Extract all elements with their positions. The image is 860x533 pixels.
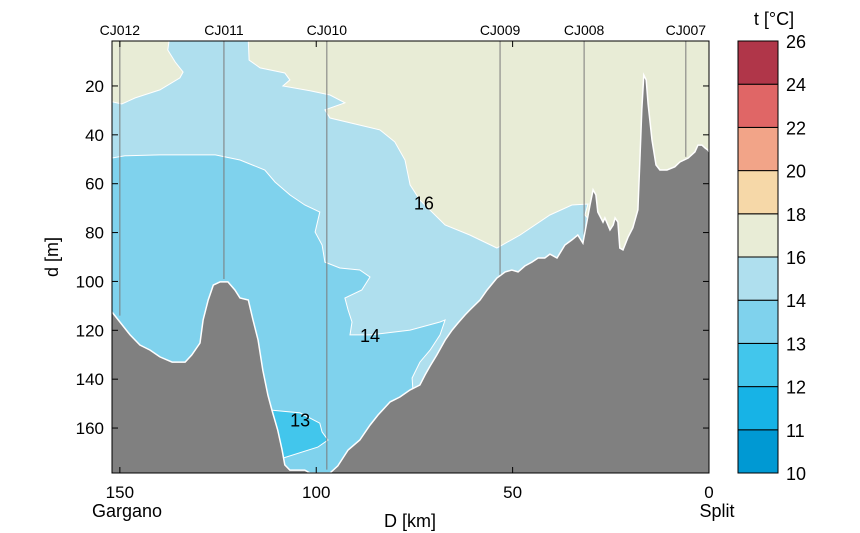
station-label: CJ009 <box>480 22 521 38</box>
seafloor-outline <box>111 72 710 474</box>
colorbar-segment <box>737 40 779 85</box>
colorbar-tick-label: 14 <box>786 291 806 311</box>
y-tick-label: 80 <box>85 224 104 243</box>
y-tick-label: 140 <box>76 370 104 389</box>
colorbar-segment <box>737 213 779 258</box>
plot-frame <box>111 40 710 474</box>
colorbar-tick-label: 16 <box>786 248 806 268</box>
colorbar-segment <box>737 386 779 431</box>
colorbar-tick-label: 20 <box>786 162 806 182</box>
colorbar-tick-label: 18 <box>786 205 806 225</box>
colorbar-tick-label: 10 <box>786 464 806 484</box>
y-tick-label: 20 <box>85 77 104 96</box>
colorbar-tick-label: 22 <box>786 118 806 138</box>
x-left-endpoint-label: Gargano <box>92 501 162 521</box>
colorbar-tick-label: 12 <box>786 378 806 398</box>
station-label: CJ012 <box>100 22 141 38</box>
x-axis-label: D [km] <box>384 511 436 531</box>
contour-label: 16 <box>414 193 434 213</box>
y-tick-label: 160 <box>76 419 104 438</box>
station-label: CJ007 <box>666 22 707 38</box>
colorbar-segment <box>737 256 779 301</box>
colorbar-segment <box>737 170 779 215</box>
x-tick-label: 0 <box>704 483 713 502</box>
y-tick-label: 40 <box>85 126 104 145</box>
contour-labels: 16 14 13 <box>290 193 434 430</box>
colorbar-segment <box>737 299 779 344</box>
colorbar-tick-label: 11 <box>786 421 805 441</box>
bathymetry <box>111 72 710 474</box>
y-tick-label: 100 <box>76 272 104 291</box>
colorbar-segment <box>737 126 779 172</box>
x-right-endpoint-label: Split <box>699 501 734 521</box>
station-label: CJ008 <box>564 22 605 38</box>
x-tick-label: 150 <box>106 483 134 502</box>
station-label: CJ011 <box>204 22 244 38</box>
contour-label: 13 <box>290 411 310 431</box>
x-tick-label: 50 <box>503 483 522 502</box>
colorbar-segment <box>737 83 779 128</box>
colorbar-tick-label: 26 <box>786 32 806 52</box>
y-tick-label: 120 <box>76 321 104 340</box>
axes: 150 100 50 0 20 40 60 80 100 120 140 160 <box>76 40 714 502</box>
x-tick-label: 100 <box>302 483 330 502</box>
colorbar-tick-label: 24 <box>786 75 806 95</box>
seafloor-area <box>112 75 709 473</box>
y-axis-label: d [m] <box>42 237 62 277</box>
y-tick-label: 60 <box>85 175 104 194</box>
station-label: CJ010 <box>307 22 348 38</box>
colorbar: 10 11 12 13 14 16 18 20 22 24 26 <box>737 32 806 484</box>
colorbar-title: t [°C] <box>754 9 794 29</box>
colorbar-segment <box>737 342 779 388</box>
colorbar-tick-label: 13 <box>786 334 806 354</box>
colorbar-segment <box>737 429 779 474</box>
station-lines: CJ012 CJ011 CJ010 CJ009 CJ008 CJ007 <box>100 22 707 470</box>
contour-label: 14 <box>360 326 380 346</box>
